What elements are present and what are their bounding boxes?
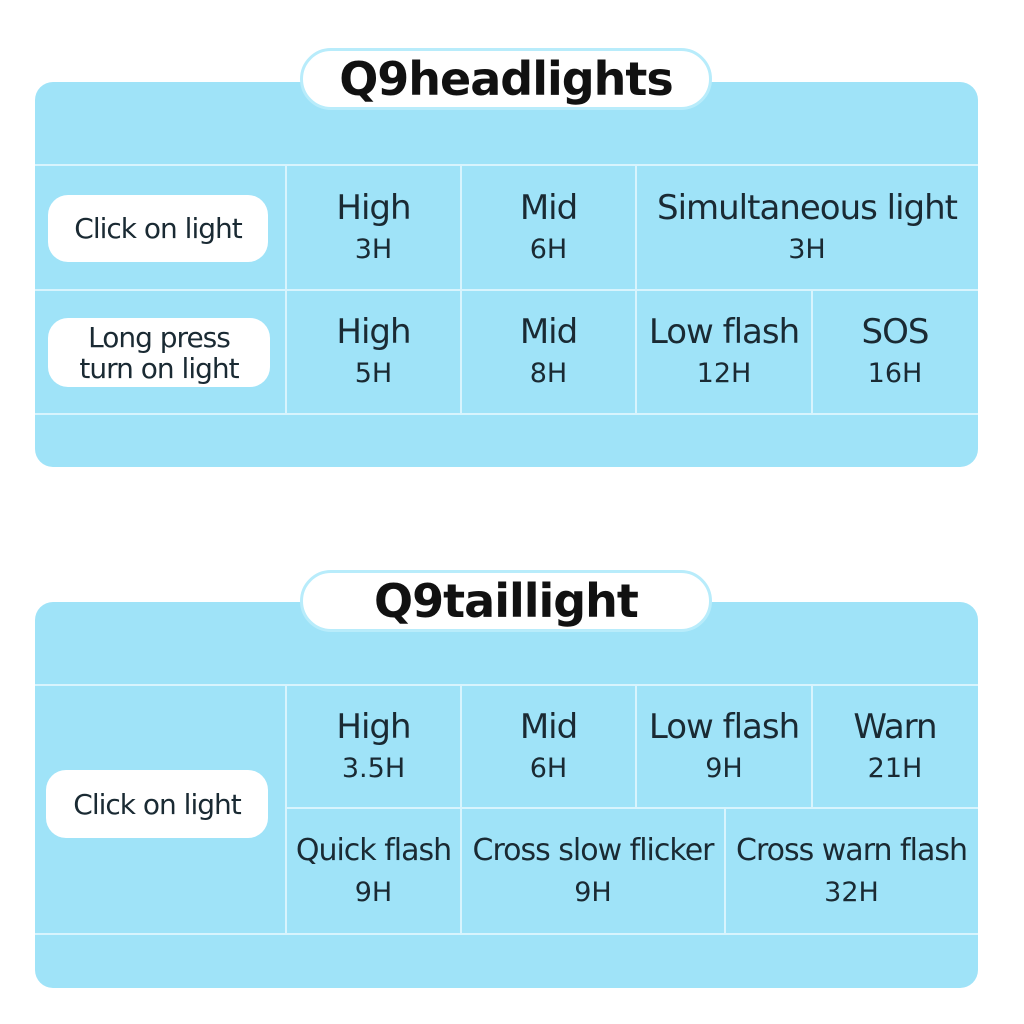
headlights-panel: [35, 82, 978, 467]
mode-name: Warn: [853, 706, 937, 747]
mode-name: Cross slow flicker: [472, 833, 715, 868]
row-label: Click on light: [46, 770, 268, 838]
divider: [635, 685, 637, 808]
mode-name: Mid: [519, 187, 578, 228]
divider: [35, 164, 978, 166]
mode-cell: High 3.5H: [286, 685, 461, 808]
mode-cell: Low flash 9H: [636, 685, 812, 808]
divider: [35, 413, 978, 415]
mode-time: 32H: [824, 877, 879, 908]
mode-name: Mid: [519, 312, 578, 352]
divider: [35, 684, 978, 686]
mode-name: Cross warn flash: [736, 833, 968, 868]
mode-cell: Quick flash 9H: [286, 808, 461, 934]
mode-name: Simultaneous light: [656, 187, 958, 228]
mode-time: 21H: [867, 752, 923, 784]
divider: [811, 290, 813, 414]
divider: [724, 808, 726, 934]
mode-name: Low flash: [648, 312, 800, 352]
mode-time: 5H: [354, 358, 393, 389]
mode-cell: Low flash 12H: [636, 290, 812, 414]
divider: [286, 807, 978, 809]
mode-name: Quick flash: [295, 833, 452, 868]
divider: [460, 165, 462, 414]
mode-cell: Mid 8H: [461, 290, 636, 414]
mode-cell: Mid 6H: [461, 165, 636, 290]
mode-cell: SOS 16H: [812, 290, 978, 414]
divider: [811, 685, 813, 808]
mode-time: 8H: [529, 358, 568, 389]
mode-cell: Simultaneous light 3H: [636, 165, 978, 290]
mode-cell: Cross slow flicker 9H: [461, 808, 725, 934]
mode-cell: Mid 6H: [461, 685, 636, 808]
mode-time: 9H: [354, 877, 393, 908]
mode-time: 9H: [574, 877, 612, 908]
mode-time: 3.5H: [341, 752, 406, 784]
mode-cell: Cross warn flash 32H: [725, 808, 978, 934]
mode-name: SOS: [861, 312, 930, 352]
divider: [35, 933, 978, 935]
divider: [460, 685, 462, 934]
taillight-title: Q9taillight: [300, 570, 712, 632]
mode-time: 3H: [354, 233, 393, 265]
row-label: Long press turn on light: [48, 318, 270, 387]
mode-time: 12H: [696, 358, 752, 389]
mode-time: 3H: [788, 233, 826, 265]
mode-time: 16H: [867, 358, 923, 389]
mode-time: 9H: [705, 752, 743, 784]
divider: [35, 289, 978, 291]
mode-name: Mid: [519, 706, 578, 747]
mode-time: 6H: [529, 233, 568, 265]
mode-cell: Warn 21H: [812, 685, 978, 808]
headlights-title: Q9headlights: [300, 48, 712, 110]
mode-name: Low flash: [648, 706, 800, 747]
divider: [635, 165, 637, 414]
mode-name: High: [336, 706, 411, 747]
mode-time: 6H: [529, 752, 568, 784]
mode-cell: High 3H: [286, 165, 461, 290]
divider: [285, 685, 287, 934]
mode-cell: High 5H: [286, 290, 461, 414]
mode-name: High: [336, 187, 411, 228]
row-label: Click on light: [48, 195, 268, 262]
divider: [285, 165, 287, 414]
mode-name: High: [336, 312, 411, 352]
